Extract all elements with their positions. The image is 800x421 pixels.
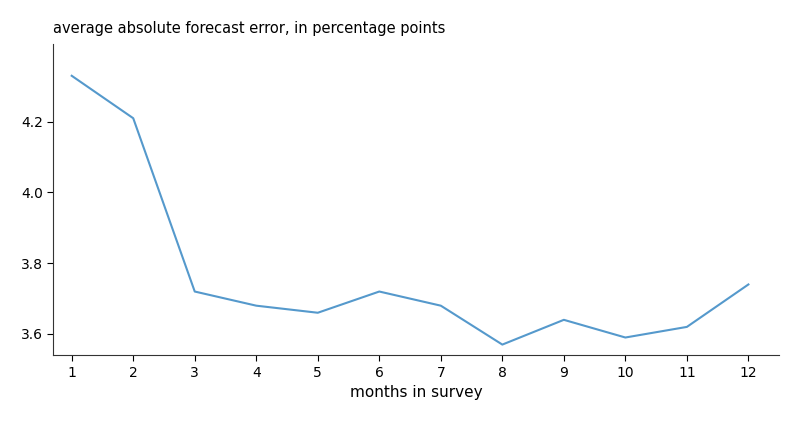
X-axis label: months in survey: months in survey — [350, 385, 482, 400]
Text: average absolute forecast error, in percentage points: average absolute forecast error, in perc… — [54, 21, 446, 36]
